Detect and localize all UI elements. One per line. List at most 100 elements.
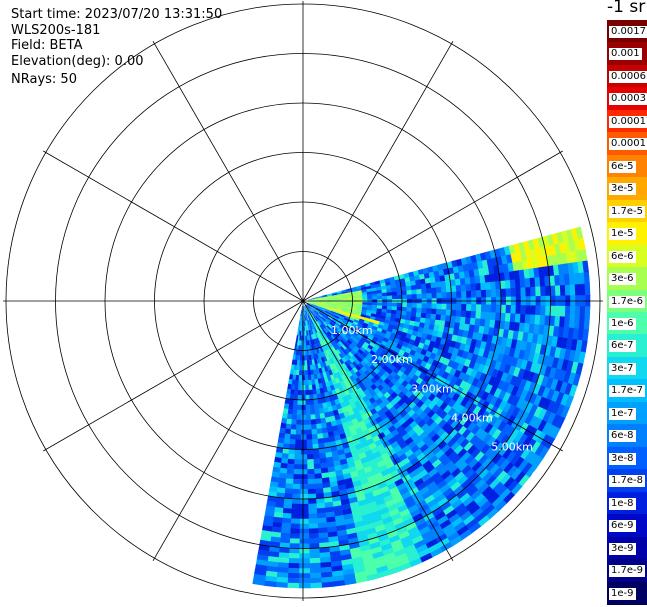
data-gate [503,271,511,281]
data-gate [480,289,487,298]
data-gate [363,341,370,348]
data-gate [445,286,452,293]
data-gate [485,311,491,321]
data-gate [519,411,530,423]
data-gate [326,338,331,344]
data-gate [306,434,313,440]
data-gate [479,275,486,284]
data-gate [319,341,324,348]
data-gate [510,288,517,298]
data-gate [319,311,324,316]
data-gate [322,361,327,368]
data-gate [342,472,352,480]
data-gate [494,442,505,454]
data-gate [312,334,315,340]
data-gate [339,325,345,331]
data-gate [429,547,443,558]
data-gate [395,283,402,288]
data-gate [321,427,328,434]
data-gate [332,301,338,304]
data-gate [298,325,301,331]
data-gate [278,432,286,439]
data-gate [499,320,506,330]
data-gate [339,346,345,352]
data-gate [340,417,347,424]
data-gate [403,478,414,488]
data-gate [276,572,289,578]
data-gate [428,442,438,452]
data-gate [292,474,301,480]
data-gate [470,424,481,436]
data-gate [518,474,530,487]
data-gate [300,449,307,455]
data-gate [405,417,415,426]
data-gate [307,301,314,303]
data-gate [494,499,507,512]
data-gate [293,464,301,470]
data-gate [322,437,330,444]
data-gate [308,533,319,539]
data-gate [452,328,460,336]
data-gate [421,435,432,445]
data-gate [583,272,590,285]
data-gate [336,342,342,348]
data-gate [431,303,437,310]
data-gate [356,334,363,340]
data-gate [338,544,350,552]
data-gate [445,509,458,520]
beta-data-layer [252,226,591,589]
data-gate [270,476,280,483]
data-gate [376,289,383,294]
data-gate [546,255,554,267]
data-gate [381,308,387,313]
data-gate [333,338,339,344]
data-gate [316,327,320,333]
data-gate [404,277,411,283]
data-gate [361,289,367,293]
data-gate [366,326,373,332]
data-gate [474,511,487,524]
data-gate [555,403,566,417]
data-gate [540,286,546,297]
data-gate [554,380,564,393]
data-gate [502,462,515,475]
data-gate [468,360,476,370]
data-gate [281,417,288,424]
data-gate [384,477,395,487]
data-gate [557,326,565,339]
data-gate [437,466,449,477]
data-gate [326,365,332,372]
data-gate [475,304,482,312]
data-gate [370,546,383,555]
data-gate [392,325,399,331]
data-gate [320,571,333,578]
colorbar-tick-label: 6e-9 [609,520,636,533]
data-gate [396,287,402,292]
data-gate [520,359,529,371]
data-gate [470,283,477,292]
data-gate [415,316,421,323]
data-gate [341,291,348,294]
data-gate [402,495,414,505]
data-gate [341,344,347,351]
data-gate [426,288,432,294]
data-gate [460,310,467,318]
data-gate [346,339,353,345]
data-gate [307,365,311,371]
data-gate [440,363,448,372]
data-gate [449,321,456,329]
data-gate [305,414,311,420]
data-gate [476,496,489,509]
data-gate [336,309,342,313]
data-gate [401,306,407,312]
data-gate [341,308,348,311]
data-gate [289,528,300,534]
data-gate [425,334,433,341]
data-gate [566,229,574,242]
data-gate [484,251,492,261]
data-gate [327,406,334,413]
data-gate [297,350,301,356]
data-gate [331,495,341,503]
data-gate [384,277,391,283]
data-gate [367,304,373,309]
